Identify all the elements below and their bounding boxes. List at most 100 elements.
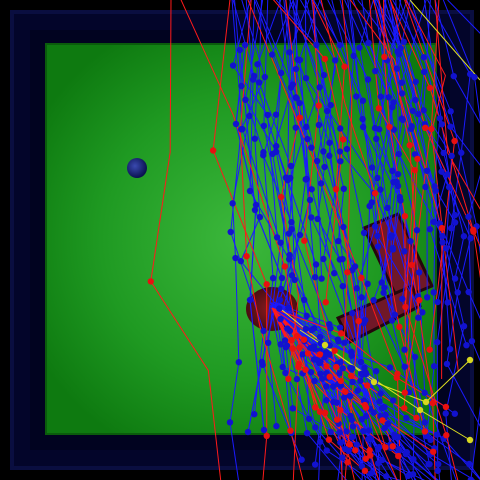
trajectory-node [382, 444, 389, 451]
trajectory-node [302, 74, 310, 82]
trajectory-node [389, 244, 396, 252]
trajectory-node [336, 370, 343, 377]
trajectory-node [467, 476, 475, 480]
trajectory-node [344, 269, 351, 276]
trajectory-node [308, 214, 315, 221]
trajectory-node [397, 197, 404, 204]
trajectory-node [316, 408, 324, 416]
trajectory-node [302, 366, 309, 373]
trajectory-node [423, 294, 431, 301]
trajectory-node [395, 452, 402, 460]
trajectory-node [448, 152, 455, 160]
trajectory-node [337, 439, 344, 446]
trajectory-line [374, 0, 457, 480]
trajectory-node [314, 215, 321, 223]
trajectory-node [374, 243, 382, 250]
trajectory-line [340, 0, 355, 480]
trajectory-node [296, 99, 303, 107]
trajectory-node [232, 120, 240, 128]
trajectory-node [264, 111, 271, 119]
trajectory-node [311, 461, 319, 468]
trajectory-node [413, 227, 421, 234]
trajectory-node [434, 467, 441, 474]
trajectory-node [426, 346, 433, 353]
trajectory-node [327, 325, 334, 332]
trajectory-node [288, 336, 295, 344]
trajectory-line [278, 303, 367, 417]
trajectory-node [325, 436, 333, 443]
trajectory-line [271, 307, 349, 463]
trajectory-node [339, 282, 346, 290]
trajectory-node [434, 298, 441, 306]
trajectory-line [406, 0, 480, 255]
trajectory-node [363, 370, 370, 378]
trajectory-node [315, 102, 322, 109]
trajectory-node [303, 429, 311, 437]
trajectory-node [465, 460, 473, 468]
trajectory-node [451, 219, 459, 226]
trajectory-node [389, 103, 396, 111]
trajectory-node [312, 261, 320, 268]
trajectory-node [435, 460, 442, 468]
trajectory-node [317, 370, 324, 378]
trajectory-node [339, 365, 346, 372]
trajectory-node [463, 341, 470, 349]
trajectory-node [276, 305, 283, 312]
trajectory-node [331, 347, 338, 354]
trajectory-node [371, 124, 379, 132]
trajectory-node [414, 155, 421, 163]
trajectory-node [336, 148, 344, 155]
trajectory-node [458, 149, 465, 156]
trajectory-node [393, 374, 400, 381]
trajectory-node [269, 274, 277, 282]
trajectory-node [358, 294, 365, 301]
trajectory-line [295, 0, 316, 278]
trajectory-node [374, 232, 381, 240]
trajectory-node [308, 326, 315, 334]
trajectory-node [277, 193, 285, 201]
trajectory-line [404, 0, 456, 350]
trajectory-node [337, 125, 344, 132]
trajectory-node [420, 68, 428, 76]
trajectory-node [411, 167, 418, 174]
trajectory-node [312, 424, 319, 431]
trajectory-node [430, 289, 437, 296]
trajectory-line [344, 0, 398, 283]
trajectory-node [383, 473, 390, 480]
trajectory-line [380, 0, 405, 252]
trajectory-node [293, 375, 301, 383]
trajectory-node [372, 67, 379, 75]
trajectory-node [278, 274, 286, 282]
trajectory-node [394, 171, 402, 178]
trajectory-node [423, 167, 431, 175]
trajectory-node [329, 383, 337, 390]
trajectory-node [337, 359, 344, 366]
trajectory-node [303, 123, 310, 131]
trajectory-node [347, 364, 354, 371]
trajectory-node [445, 183, 453, 191]
trajectory-node [374, 174, 381, 182]
trajectory-node [451, 275, 459, 282]
trajectory-line [234, 0, 303, 460]
trajectory-node [416, 406, 424, 414]
trajectory-node [300, 296, 308, 304]
trajectory-node [252, 201, 260, 209]
trajectory-node [260, 426, 268, 434]
trajectory-node [381, 53, 388, 61]
trajectory-node [327, 101, 334, 109]
trajectory-node [368, 470, 375, 477]
trajectory-node [305, 415, 313, 422]
trajectory-node [336, 41, 344, 49]
trajectory-node [289, 405, 296, 412]
trajectory-node [442, 403, 450, 411]
trajectory-node [320, 148, 327, 155]
trajectory-node [419, 309, 426, 316]
trajectory-node [389, 443, 396, 450]
trajectory-node [428, 125, 435, 133]
ball[interactable] [127, 158, 147, 178]
trajectory-node [349, 433, 356, 441]
trajectory-node [277, 341, 284, 348]
trajectory-node [323, 383, 330, 390]
trajectory-node [355, 317, 362, 325]
